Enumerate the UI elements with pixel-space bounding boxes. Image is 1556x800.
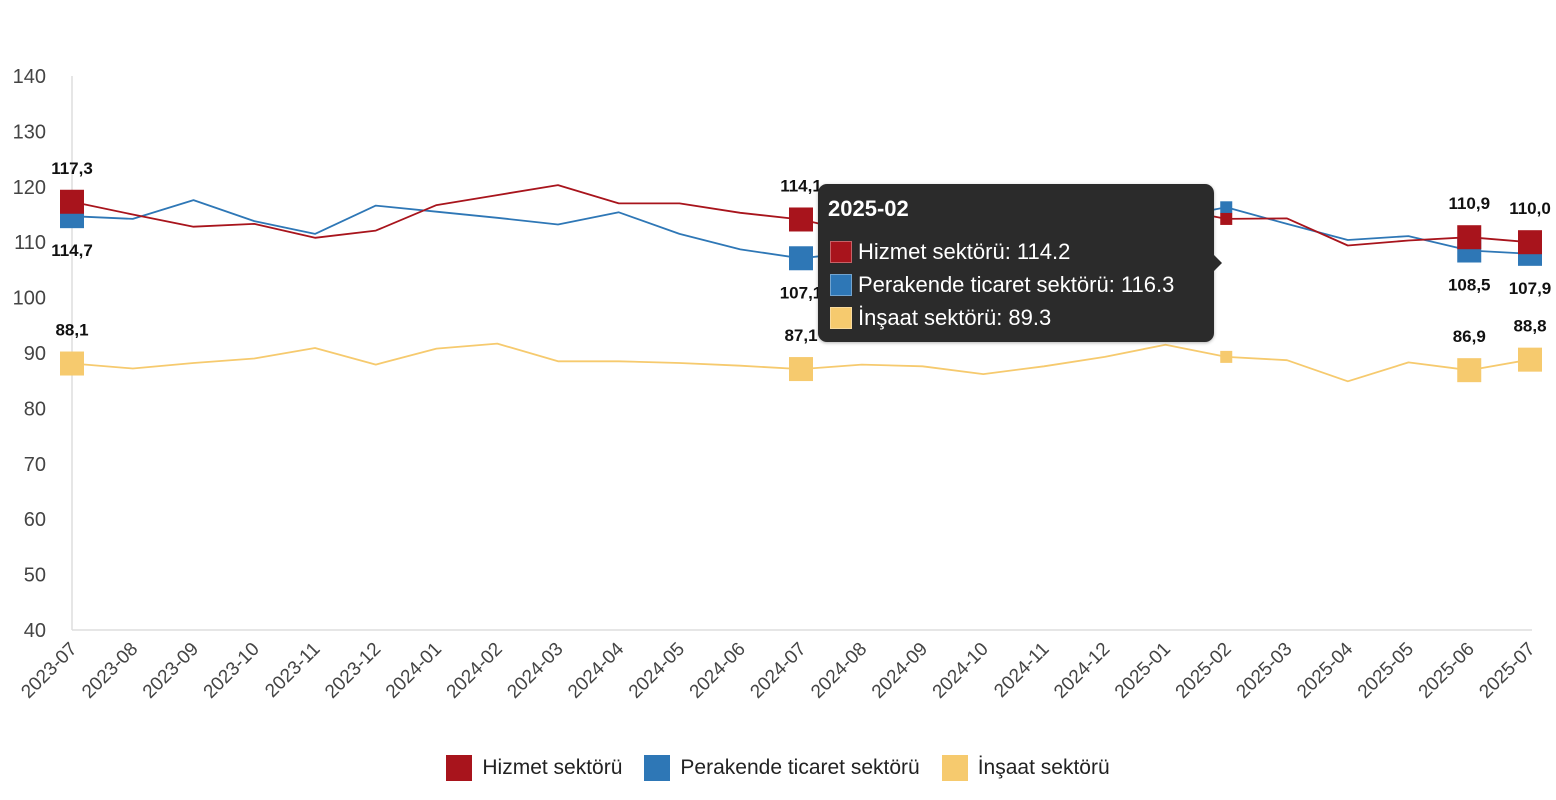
data-point-marker[interactable] (1457, 225, 1482, 250)
data-label: 107,1 (780, 283, 823, 302)
legend-label: Perakende ticaret sektörü (680, 756, 920, 779)
tooltip-row-text: Perakende ticaret sektörü: 116.3 (858, 272, 1175, 297)
x-tick-label: 2024-08 (807, 639, 871, 703)
y-tick-label: 90 (24, 343, 46, 365)
y-tick-label: 100 (13, 288, 46, 310)
data-label: 88,1 (55, 321, 88, 340)
tooltip-arrow (1213, 254, 1222, 272)
y-tick-label: 110 (14, 232, 46, 254)
y-tick-label: 80 (24, 398, 46, 420)
x-tick-label: 2024-06 (686, 639, 750, 703)
tooltip-row-hizmet: Hizmet sektörü: 114.2 (830, 239, 1070, 265)
tooltip-title: 2025-02 (828, 196, 909, 221)
x-tick-label: 2025-07 (1475, 639, 1539, 703)
x-tick-label: 2025-03 (1232, 639, 1296, 703)
legend-item-perakende[interactable]: Perakende ticaret sektörü (644, 755, 920, 781)
x-tick-label: 2024-12 (1050, 639, 1114, 703)
tooltip-swatch-icon (830, 274, 852, 296)
x-tick-label: 2025-01 (1111, 639, 1175, 703)
x-tick-label: 2025-05 (1354, 639, 1418, 703)
x-tick-label: 2025-04 (1293, 638, 1357, 702)
data-label: 110,9 (1448, 194, 1490, 213)
tooltip-row-text: İnşaat sektörü: 89.3 (858, 305, 1052, 330)
x-tick-label: 2023-07 (17, 639, 81, 703)
data-label: 117,3 (51, 159, 93, 178)
y-tick-label: 50 (24, 565, 46, 587)
data-label: 114,7 (51, 241, 93, 260)
y-tick-label: 60 (24, 509, 46, 531)
x-tick-label: 2024-04 (564, 638, 628, 702)
tooltip-row-insaat: İnşaat sektörü: 89.3 (830, 305, 1051, 331)
x-axis-ticks: 2023-072023-082023-092023-102023-112023-… (17, 638, 1539, 702)
data-point-marker[interactable] (60, 351, 84, 376)
x-tick-label: 2025-02 (1172, 639, 1236, 703)
x-tick-label: 2024-02 (443, 639, 507, 703)
y-tick-label: 40 (24, 620, 46, 642)
data-label: 86,9 (1453, 327, 1486, 346)
data-label: 110,0 (1509, 199, 1551, 218)
legend-swatch-icon (941, 755, 968, 781)
x-tick-label: 2024-09 (868, 639, 932, 703)
legend-item-hizmet[interactable]: Hizmet sektörü (446, 755, 622, 781)
data-point-marker[interactable] (789, 246, 813, 271)
data-labels: 117,3 114,1 110,9 110,0 114,7 107,1 108,5 107,9… (51, 159, 1551, 346)
legend-item-insaat[interactable]: İnşaat sektörü (941, 755, 1110, 781)
x-tick-label: 2024-07 (746, 639, 810, 703)
legend-swatch-icon (644, 755, 671, 781)
data-label: 87,1 (784, 326, 817, 345)
x-tick-label: 2024-03 (503, 639, 567, 703)
series-markers (60, 189, 1542, 383)
legend-label: İnşaat sektörü (977, 756, 1110, 779)
x-tick-label: 2024-10 (929, 639, 993, 703)
data-point-marker[interactable] (1518, 347, 1542, 372)
x-tick-label: 2025-06 (1415, 639, 1479, 703)
data-label: 88,8 (1513, 317, 1546, 336)
x-tick-label: 2023-12 (321, 639, 385, 703)
legend-swatch-icon (446, 755, 473, 781)
chart-legend: Hizmet sektörü Perakende ticaret sektörü… (0, 752, 1556, 784)
y-tick-label: 140 (13, 66, 46, 88)
chart-tooltip: 2025-02 Hizmet sektörü: 114.2 Perakende … (818, 184, 1222, 342)
y-axis-ticks: 40 50 60 70 80 90 100 110 120 130 140 (13, 66, 46, 642)
data-point-marker[interactable] (1518, 230, 1542, 255)
x-tick-label: 2024-05 (625, 639, 689, 703)
data-label: 114,1 (780, 176, 822, 195)
x-tick-label: 2024-11 (990, 639, 1053, 702)
data-point-marker[interactable] (1457, 358, 1482, 383)
tooltip-row-text: Hizmet sektörü: 114.2 (858, 239, 1071, 264)
legend-label: Hizmet sektörü (482, 756, 623, 779)
y-tick-label: 130 (13, 121, 46, 143)
x-tick-label: 2023-08 (78, 639, 142, 703)
y-tick-label: 70 (24, 454, 46, 476)
y-tick-label: 120 (13, 177, 46, 199)
hover-point-marker[interactable] (1220, 201, 1233, 214)
data-label: 108,5 (1448, 276, 1491, 295)
data-point-marker[interactable] (789, 357, 813, 382)
data-label: 107,9 (1509, 279, 1552, 298)
x-tick-label: 2023-09 (139, 639, 203, 703)
hover-point-marker[interactable] (1220, 212, 1233, 225)
tooltip-swatch-icon (830, 307, 852, 329)
x-tick-label: 2024-01 (382, 639, 446, 703)
data-point-marker[interactable] (60, 189, 84, 214)
data-point-marker[interactable] (789, 207, 813, 232)
x-tick-label: 2023-10 (200, 639, 264, 703)
tooltip-swatch-icon (830, 241, 852, 263)
x-tick-label: 2023-11 (261, 639, 324, 702)
hover-point-marker[interactable] (1220, 350, 1233, 363)
tooltip-row-perakende: Perakende ticaret sektörü: 116.3 (830, 272, 1174, 298)
